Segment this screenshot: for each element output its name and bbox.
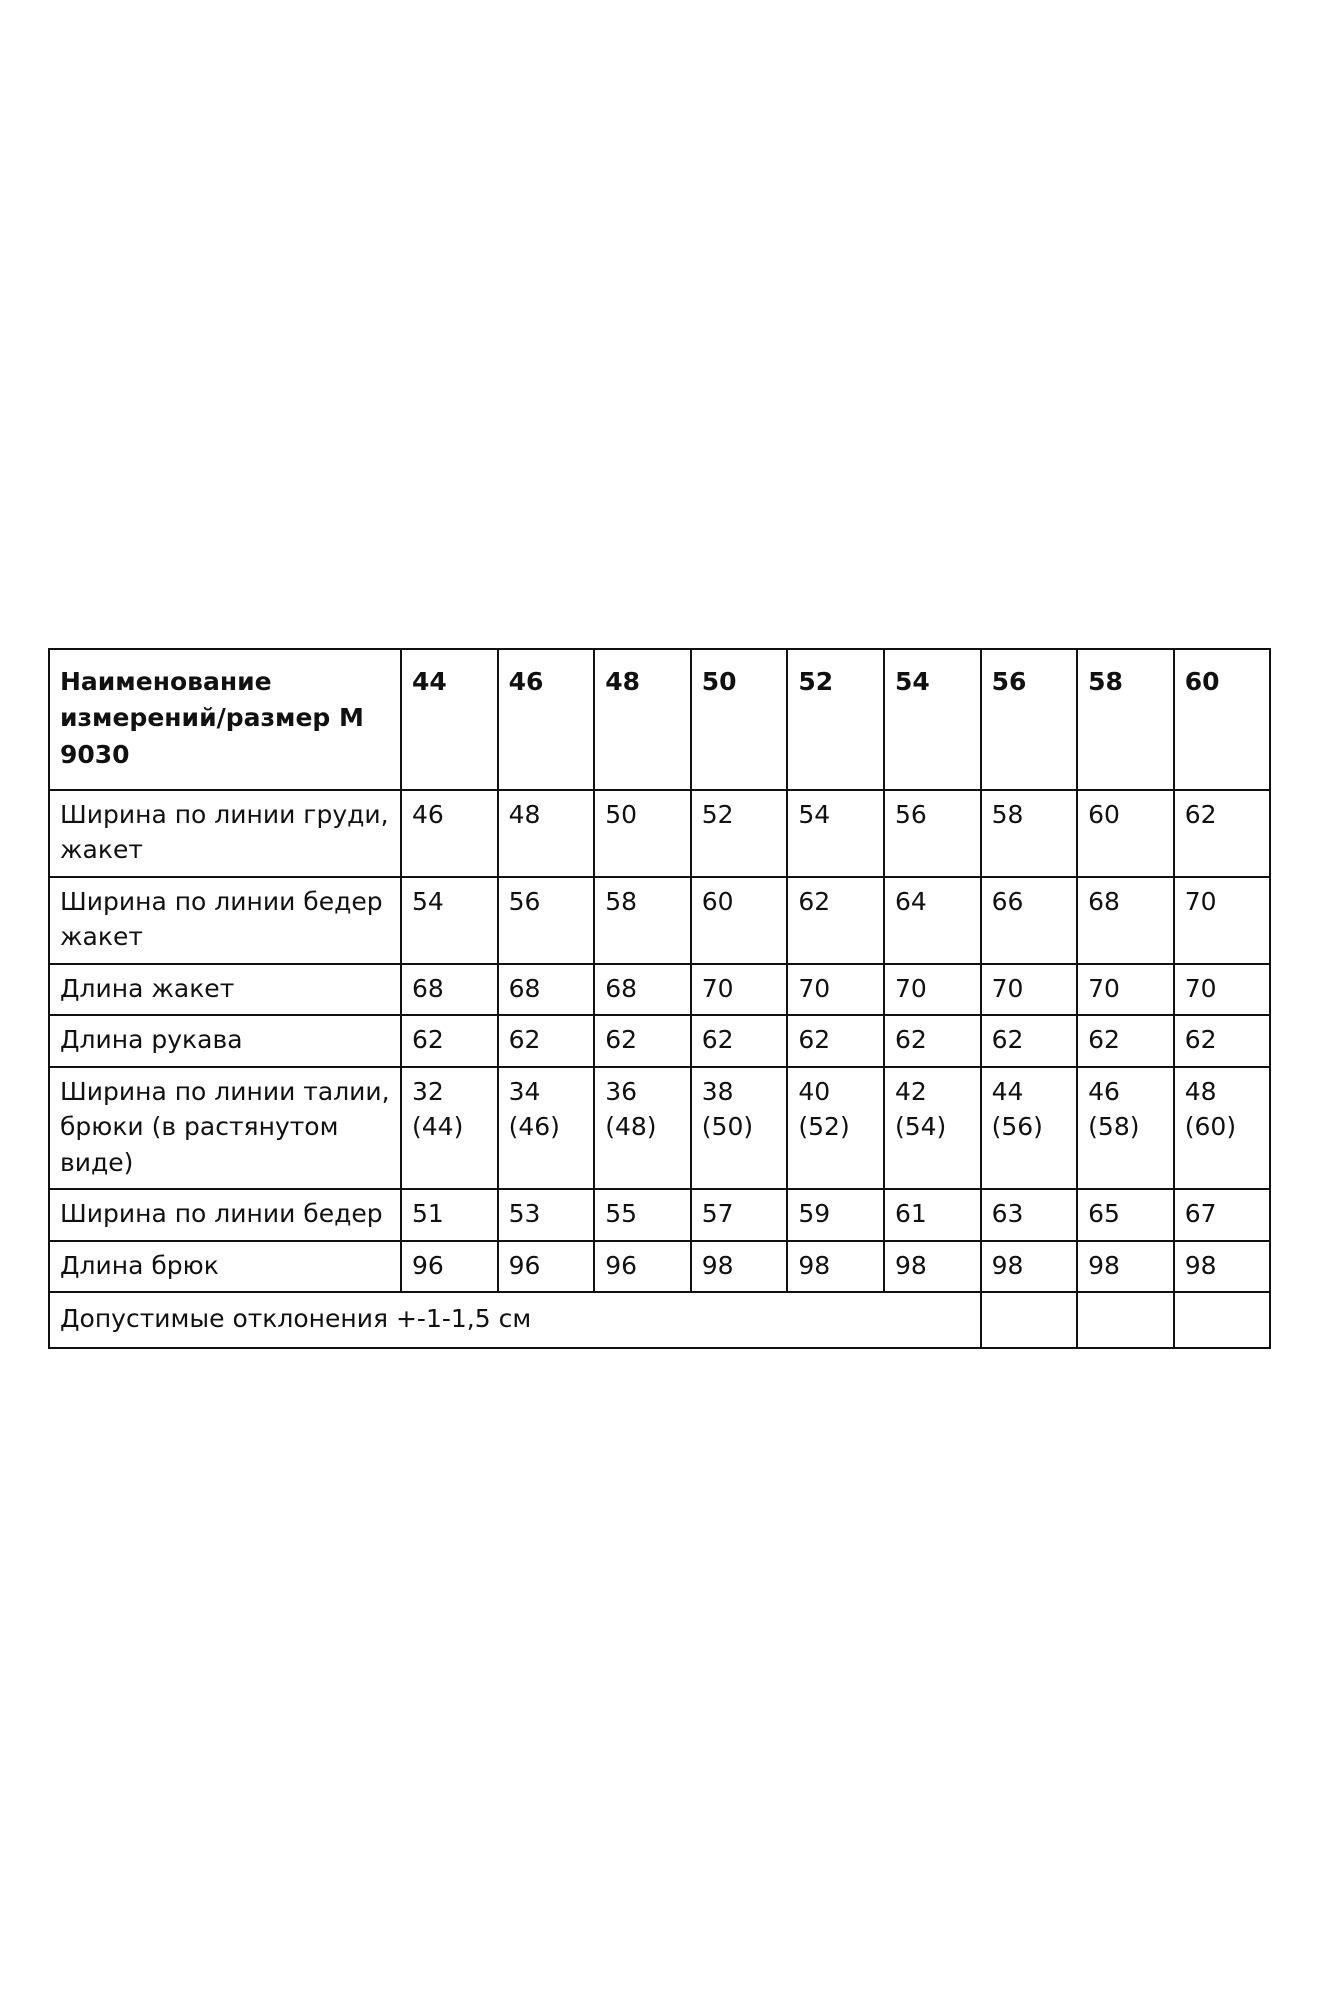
cell: 51	[400, 1188, 499, 1242]
cell: 96	[400, 1239, 499, 1294]
cell: 62	[1172, 788, 1272, 878]
row-label-jacket-length: Длина жакет	[48, 962, 402, 1017]
cell: 98	[882, 1239, 982, 1294]
cell: 48	[496, 788, 596, 878]
cell: 60	[1076, 788, 1175, 878]
cell: 62	[786, 1014, 885, 1068]
tolerance-note: Допустимые отклонения +-1-1,5 см	[48, 1291, 982, 1349]
header-size-58: 58	[1076, 648, 1175, 791]
cell: 98	[786, 1239, 885, 1294]
cell: 70	[786, 962, 885, 1017]
row-label-sleeve-length: Длина рукава	[48, 1014, 402, 1068]
cell: 98	[1172, 1239, 1272, 1294]
cell: 67	[1172, 1188, 1272, 1242]
cell: 64	[882, 875, 982, 965]
cell: 40 (52)	[786, 1065, 885, 1191]
cell: 98	[689, 1239, 789, 1294]
cell: 53	[496, 1188, 596, 1242]
cell: 63	[979, 1188, 1079, 1242]
cell: 70	[1172, 875, 1272, 965]
cell: 58	[979, 788, 1079, 878]
header-size-44: 44	[400, 648, 499, 791]
cell: 62	[689, 1014, 789, 1068]
table-row: Длина рукава 62 62 62 62 62 62 62 62 62	[48, 1014, 1272, 1068]
header-measurement-label: Наименование измерений/размер М 9030	[48, 648, 402, 791]
cell: 32 (44)	[400, 1065, 499, 1191]
cell: 44 (56)	[979, 1065, 1079, 1191]
row-label-waist-width-trousers: Ширина по линии талии, брюки (в растянут…	[48, 1065, 402, 1191]
table-body: Ширина по линии груди, жакет 46 48 50 52…	[48, 788, 1272, 1349]
cell: 52	[689, 788, 789, 878]
cell: 66	[979, 875, 1079, 965]
table-header: Наименование измерений/размер М 9030 44 …	[48, 648, 1272, 791]
cell: 36 (48)	[593, 1065, 692, 1191]
cell: 98	[1076, 1239, 1175, 1294]
cell: 34 (46)	[496, 1065, 596, 1191]
note-blank-cell	[1076, 1291, 1175, 1349]
size-chart-container: Наименование измерений/размер М 9030 44 …	[48, 648, 1272, 1349]
table-row: Ширина по линии бедер 51 53 55 57 59 61 …	[48, 1188, 1272, 1242]
cell: 54	[400, 875, 499, 965]
cell: 62	[400, 1014, 499, 1068]
cell: 70	[1172, 962, 1272, 1017]
cell: 58	[593, 875, 692, 965]
table-note-row: Допустимые отклонения +-1-1,5 см	[48, 1291, 1272, 1349]
table-row: Длина жакет 68 68 68 70 70 70 70 70 70	[48, 962, 1272, 1017]
table-row: Ширина по линии бедер жакет 54 56 58 60 …	[48, 875, 1272, 965]
row-label-hip-width: Ширина по линии бедер	[48, 1188, 402, 1242]
cell: 70	[689, 962, 789, 1017]
cell: 50	[593, 788, 692, 878]
cell: 62	[496, 1014, 596, 1068]
header-row: Наименование измерений/размер М 9030 44 …	[48, 648, 1272, 791]
cell: 96	[593, 1239, 692, 1294]
cell: 62	[1172, 1014, 1272, 1068]
header-size-48: 48	[593, 648, 692, 791]
cell: 62	[1076, 1014, 1175, 1068]
cell: 42 (54)	[882, 1065, 982, 1191]
row-label-chest-width-jacket: Ширина по линии груди, жакет	[48, 788, 402, 878]
cell: 70	[1076, 962, 1175, 1017]
cell: 96	[496, 1239, 596, 1294]
cell: 46 (58)	[1076, 1065, 1175, 1191]
size-chart-table: Наименование измерений/размер М 9030 44 …	[48, 648, 1272, 1349]
cell: 70	[882, 962, 982, 1017]
cell: 65	[1076, 1188, 1175, 1242]
cell: 62	[786, 875, 885, 965]
cell: 38 (50)	[689, 1065, 789, 1191]
cell: 68	[593, 962, 692, 1017]
header-size-46: 46	[496, 648, 596, 791]
header-size-50: 50	[689, 648, 789, 791]
table-row: Длина брюк 96 96 96 98 98 98 98 98 98	[48, 1239, 1272, 1294]
cell: 62	[882, 1014, 982, 1068]
header-size-54: 54	[882, 648, 982, 791]
table-row: Ширина по линии талии, брюки (в растянут…	[48, 1065, 1272, 1191]
cell: 70	[979, 962, 1079, 1017]
cell: 56	[882, 788, 982, 878]
cell: 62	[593, 1014, 692, 1068]
cell: 48 (60)	[1172, 1065, 1272, 1191]
cell: 59	[786, 1188, 885, 1242]
cell: 68	[400, 962, 499, 1017]
note-blank-cell	[979, 1291, 1079, 1349]
cell: 54	[786, 788, 885, 878]
cell: 57	[689, 1188, 789, 1242]
cell: 61	[882, 1188, 982, 1242]
cell: 46	[400, 788, 499, 878]
header-size-60: 60	[1172, 648, 1272, 791]
header-size-52: 52	[786, 648, 885, 791]
table-row: Ширина по линии груди, жакет 46 48 50 52…	[48, 788, 1272, 878]
cell: 55	[593, 1188, 692, 1242]
cell: 60	[689, 875, 789, 965]
row-label-hip-width-jacket: Ширина по линии бедер жакет	[48, 875, 402, 965]
cell: 98	[979, 1239, 1079, 1294]
header-size-56: 56	[979, 648, 1079, 791]
cell: 56	[496, 875, 596, 965]
cell: 68	[1076, 875, 1175, 965]
cell: 62	[979, 1014, 1079, 1068]
note-blank-cell	[1172, 1291, 1272, 1349]
row-label-trouser-length: Длина брюк	[48, 1239, 402, 1294]
cell: 68	[496, 962, 596, 1017]
